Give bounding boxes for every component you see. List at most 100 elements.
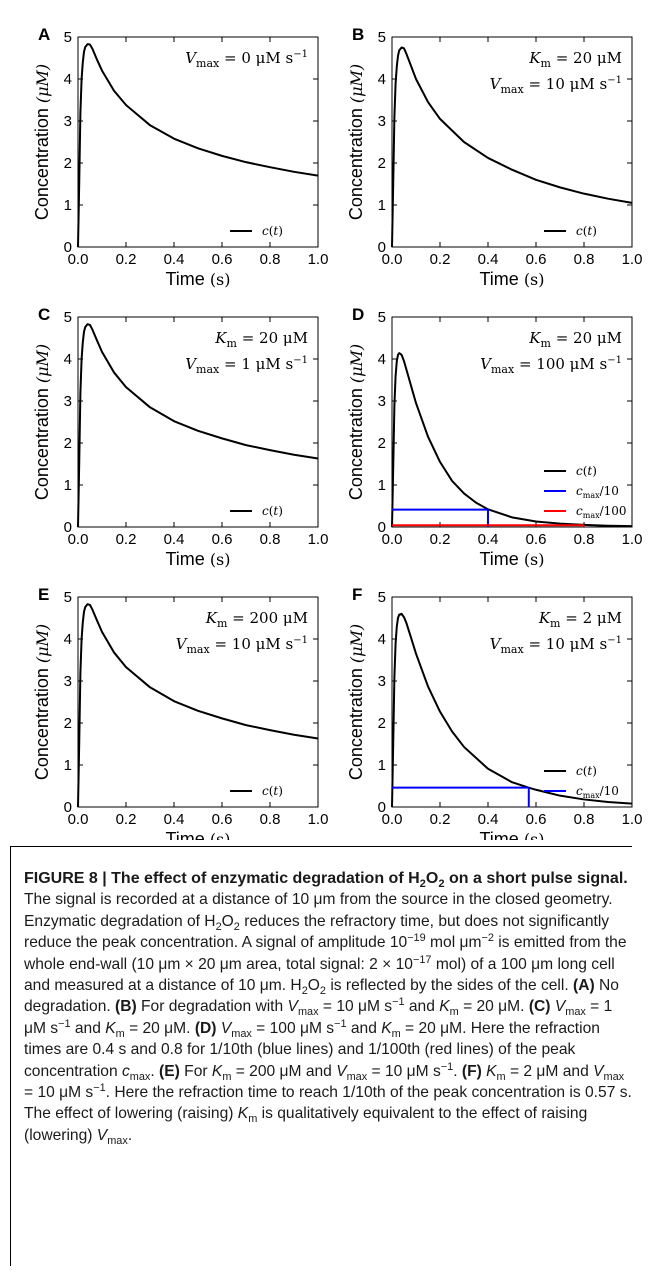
y-tick-label: 0 — [64, 519, 72, 536]
x-tick-label: 0.4 — [478, 251, 499, 268]
threshold-line — [392, 786, 530, 807]
y-tick-label: 1 — [378, 757, 386, 774]
panel-letter: C — [38, 305, 50, 324]
x-tick-label: 0.6 — [526, 811, 547, 828]
y-tick-label: 1 — [64, 757, 72, 774]
y-tick-label: 1 — [64, 197, 72, 214]
legend: c(t) — [230, 504, 283, 518]
y-tick-label: 4 — [64, 71, 72, 88]
x-tick-label: 1.0 — [308, 251, 329, 268]
panel-letter: F — [352, 585, 362, 604]
x-tick-label: 0.0 — [68, 251, 89, 268]
y-tick-label: 0 — [64, 799, 72, 816]
y-tick-label: 5 — [378, 589, 386, 606]
x-tick-label: 0.4 — [478, 531, 499, 548]
legend-label: c(t) — [576, 464, 597, 478]
plot-frame — [391, 596, 633, 808]
y-tick-label: 3 — [378, 673, 386, 690]
y-tick-label: 0 — [378, 799, 386, 816]
y-axis-label: Concentration (μM) — [32, 624, 52, 780]
param-annotation: Km = 20 μM — [214, 329, 308, 350]
y-axis-label: Concentration (μM) — [32, 64, 52, 220]
y-tick-label: 2 — [378, 715, 386, 732]
legend: c(t) — [230, 224, 283, 238]
series-line — [391, 612, 633, 808]
series-line — [77, 43, 319, 248]
y-tick-label: 4 — [378, 71, 386, 88]
x-tick-label: 0.0 — [68, 811, 89, 828]
y-axis-label: Concentration (μM) — [346, 64, 366, 220]
x-tick-label: 0.4 — [164, 531, 185, 548]
y-tick-label: 0 — [64, 239, 72, 256]
x-tick-label: 0.4 — [164, 251, 185, 268]
y-tick-label: 4 — [378, 351, 386, 368]
threshold-line — [392, 508, 489, 527]
legend-label: c(t) — [576, 764, 597, 778]
x-tick-label: 0.8 — [574, 531, 595, 548]
param-annotation: Vmax = 0 μM s−1 — [185, 49, 308, 70]
x-tick-label: 0.0 — [382, 531, 403, 548]
x-axis-label: Time (s) — [165, 549, 230, 569]
y-tick-label: 1 — [378, 477, 386, 494]
x-tick-label: 0.2 — [430, 531, 451, 548]
x-tick-label: 0.8 — [260, 531, 281, 548]
x-tick-label: 0.8 — [260, 811, 281, 828]
plot-frame — [391, 36, 633, 248]
param-annotation: Vmax = 1 μM s−1 — [185, 355, 308, 376]
x-tick-label: 0.2 — [116, 531, 137, 548]
x-tick-label: 0.0 — [382, 811, 403, 828]
x-tick-label: 0.6 — [212, 531, 233, 548]
y-tick-label: 5 — [378, 309, 386, 326]
x-axis-label: Time (s) — [479, 829, 544, 840]
caption-divider — [10, 846, 632, 847]
y-tick-label: 0 — [378, 519, 386, 536]
y-tick-label: 3 — [64, 113, 72, 130]
panel-letter: D — [352, 305, 364, 324]
y-tick-label: 2 — [378, 435, 386, 452]
x-tick-label: 0.4 — [478, 811, 499, 828]
y-tick-label: 5 — [378, 29, 386, 46]
legend: c(t) — [544, 224, 597, 238]
x-tick-label: 1.0 — [308, 811, 329, 828]
x-axis-label: Time (s) — [165, 269, 230, 289]
x-tick-label: 0.2 — [116, 251, 137, 268]
x-tick-label: 1.0 — [622, 531, 643, 548]
y-tick-label: 3 — [64, 393, 72, 410]
y-tick-label: 2 — [64, 715, 72, 732]
y-tick-label: 1 — [64, 477, 72, 494]
y-tick-label: 3 — [378, 113, 386, 130]
series-line — [77, 603, 319, 808]
panel-letter: A — [38, 25, 50, 44]
x-tick-label: 1.0 — [308, 531, 329, 548]
figure-caption: FIGURE 8 | The effect of enzymatic degra… — [24, 868, 636, 1146]
series-line — [391, 352, 633, 528]
y-tick-label: 5 — [64, 29, 72, 46]
param-annotation: Km = 20 μM — [528, 49, 622, 70]
y-axis-label: Concentration (μM) — [346, 344, 366, 500]
legend-label: c(t) — [262, 504, 283, 518]
figure-panels: A 0.0 0.2 0.4 0.6 0.8 1.0 0 1 2 3 4 5 Time (s) Concent… — [32, 25, 642, 840]
x-tick-label: 0.0 — [382, 251, 403, 268]
caption-frame — [10, 846, 633, 1266]
y-tick-label: 2 — [64, 155, 72, 172]
legend-label: cmax/100 — [576, 504, 627, 520]
x-tick-label: 0.2 — [430, 251, 451, 268]
y-axis-label: Concentration (μM) — [32, 344, 52, 500]
param-annotation: Vmax = 10 μM s−1 — [176, 635, 308, 656]
legend: c(t) cmax/10 — [544, 764, 619, 800]
chart-panel-c: C 0.0 0.2 0.4 0.6 0.8 1.0 0 1 2 3 4 5 Time (s) Concent… — [32, 305, 328, 569]
y-tick-label: 4 — [64, 351, 72, 368]
series-line — [77, 323, 319, 528]
legend: c(t) — [230, 784, 283, 798]
legend-label: c(t) — [576, 224, 597, 238]
param-annotation: Km = 2 μM — [538, 609, 622, 630]
plot-frame — [77, 596, 319, 808]
y-tick-label: 0 — [378, 239, 386, 256]
x-tick-label: 0.8 — [574, 811, 595, 828]
panel-letter: B — [352, 25, 364, 44]
caption-body: The signal is recorded at a distance of … — [24, 891, 632, 1147]
chart-panel-d: D 0.0 0.2 0.4 0.6 0.8 1.0 0 1 2 3 4 5 Time (s) Concent… — [346, 305, 642, 569]
y-tick-label: 4 — [64, 631, 72, 648]
caption-title: FIGURE 8 | The effect of enzymatic degra… — [24, 870, 628, 891]
x-tick-label: 0.8 — [574, 251, 595, 268]
